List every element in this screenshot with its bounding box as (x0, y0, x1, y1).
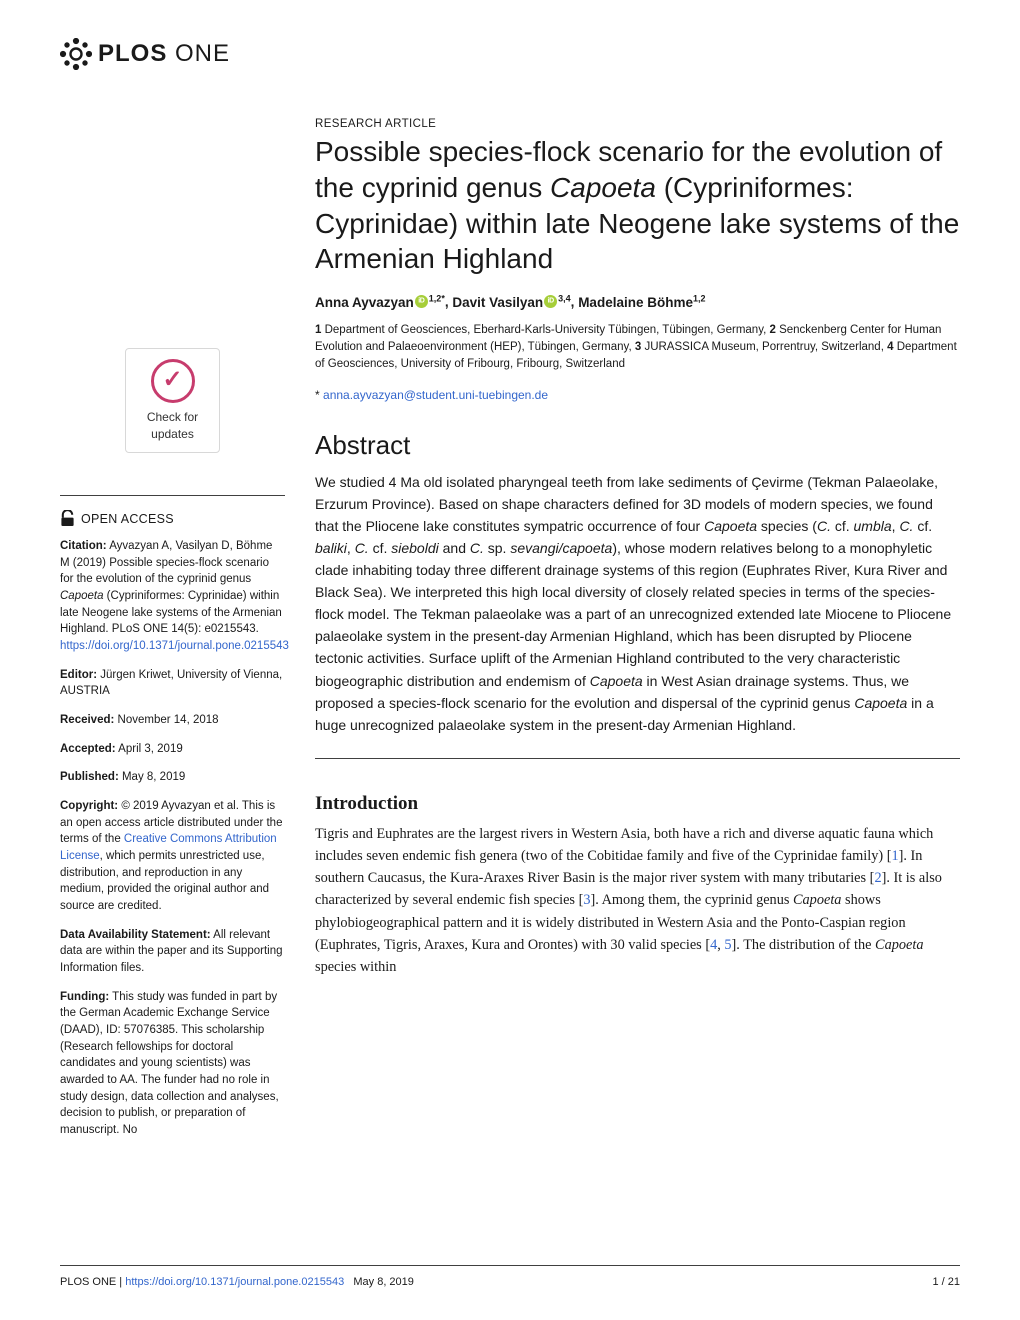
accepted-label: Accepted: (60, 743, 116, 755)
logo-text-bold: PLOS (98, 40, 167, 67)
editor-label: Editor: (60, 669, 97, 681)
footer-journal: PLOS ONE (60, 1276, 116, 1288)
main-column: RESEARCH ARTICLE Possible species-flock … (315, 118, 960, 1151)
open-access-row: OPEN ACCESS (60, 510, 285, 528)
author-1: Anna Ayvazyan1,2* (315, 295, 445, 310)
accepted-text: April 3, 2019 (116, 743, 183, 755)
corr-email-link[interactable]: anna.ayvazyan@student.uni-tuebingen.de (323, 388, 548, 402)
author-2: Davit Vasilyan3,4 (452, 295, 570, 310)
orcid-icon[interactable] (544, 295, 557, 308)
logo-text-thin: ONE (175, 40, 230, 67)
published-block: Published: May 8, 2019 (60, 769, 285, 786)
received-label: Received: (60, 714, 114, 726)
article-title: Possible species-flock scenario for the … (315, 134, 960, 277)
orcid-icon[interactable] (415, 295, 428, 308)
footer-date: May 8, 2019 (353, 1276, 414, 1288)
accepted-block: Accepted: April 3, 2019 (60, 741, 285, 758)
title-ital: Capoeta (550, 172, 656, 203)
funding-block: Funding: This study was funded in part b… (60, 989, 285, 1139)
footer-left: PLOS ONE | https://doi.org/10.1371/journ… (60, 1276, 414, 1288)
funding-text: This study was funded in part by the Ger… (60, 991, 279, 1136)
citation-text-ital: Capoeta (60, 590, 103, 602)
journal-logo: PLOS ONE (60, 38, 960, 70)
funding-label: Funding: (60, 991, 109, 1003)
introduction-heading: Introduction (315, 793, 960, 815)
check-updates-line2: updates (132, 426, 213, 443)
introduction-body: Tigris and Euphrates are the largest riv… (315, 823, 960, 978)
author-3: Madelaine Böhme1,2 (578, 295, 705, 310)
footer-doi-link[interactable]: https://doi.org/10.1371/journal.pone.021… (125, 1276, 344, 1288)
data-availability-block: Data Availability Statement: All relevan… (60, 927, 285, 977)
copyright-block: Copyright: © 2019 Ayvazyan et al. This i… (60, 798, 285, 915)
copyright-label: Copyright: (60, 800, 118, 812)
editor-block: Editor: Jürgen Kriwet, University of Vie… (60, 667, 285, 700)
footer-page: 1 / 21 (932, 1276, 960, 1288)
affiliations: 1 Department of Geosciences, Eberhard-Ka… (315, 322, 960, 374)
open-access-label: OPEN ACCESS (81, 510, 174, 528)
check-updates-icon (151, 359, 195, 403)
abstract-heading: Abstract (315, 430, 960, 461)
sidebar-rule (60, 495, 285, 496)
citation-label: Citation: (60, 540, 107, 552)
corr-symbol: * (315, 388, 320, 402)
received-text: November 14, 2018 (114, 714, 218, 726)
open-lock-icon (60, 510, 75, 527)
footer-rule (60, 1265, 960, 1266)
abstract-body: We studied 4 Ma old isolated pharyngeal … (315, 471, 960, 736)
plos-logo-icon (60, 38, 92, 70)
check-updates-badge[interactable]: Check for updates (125, 348, 220, 453)
published-text: May 8, 2019 (119, 771, 185, 783)
citation-doi-link[interactable]: https://doi.org/10.1371/journal.pone.021… (60, 640, 289, 652)
author-list: Anna Ayvazyan1,2*, Davit Vasilyan3,4, Ma… (315, 293, 960, 310)
citation-block: Citation: Ayvazyan A, Vasilyan D, Böhme … (60, 538, 285, 655)
received-block: Received: November 14, 2018 (60, 712, 285, 729)
article-type: RESEARCH ARTICLE (315, 118, 960, 130)
corresponding-email: * anna.ayvazyan@student.uni-tuebingen.de (315, 388, 960, 402)
data-availability-label: Data Availability Statement: (60, 929, 211, 941)
section-rule (315, 758, 960, 759)
journal-logo-text: PLOS ONE (98, 40, 230, 68)
check-updates-line1: Check for (132, 409, 213, 426)
page-footer: PLOS ONE | https://doi.org/10.1371/journ… (60, 1265, 960, 1288)
published-label: Published: (60, 771, 119, 783)
sidebar: Check for updates OPEN ACCESS Citation: … (60, 118, 285, 1151)
